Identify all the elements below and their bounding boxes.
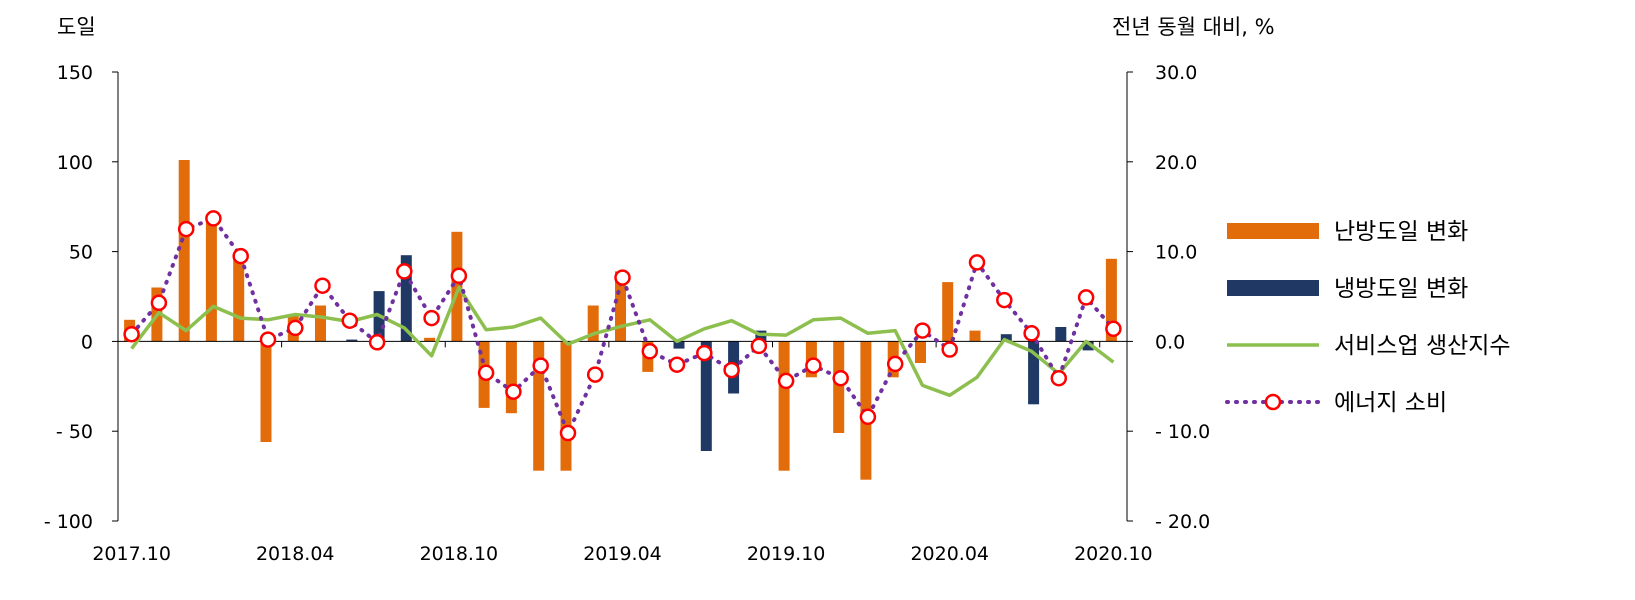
energy-point-32 bbox=[996, 291, 1013, 309]
heating-bar-18 bbox=[615, 271, 626, 342]
line-layer bbox=[123, 210, 1122, 442]
energy-point-30 bbox=[941, 341, 958, 358]
right-tick-label: 30.0 bbox=[1155, 62, 1197, 84]
energy-point-4 bbox=[232, 247, 249, 265]
energy-point-25 bbox=[805, 357, 822, 374]
energy-point-17 bbox=[586, 366, 604, 383]
legend-label-0: 난방도일 변화 bbox=[1334, 219, 1468, 245]
heating-bar-17 bbox=[587, 305, 599, 342]
right-tick-label: 10.0 bbox=[1155, 242, 1197, 264]
energy-point-28 bbox=[886, 355, 904, 373]
energy-point-9 bbox=[368, 334, 386, 351]
right-tick-label: - 10.0 bbox=[1155, 421, 1210, 443]
legend-label-3: 에너지 소비 bbox=[1334, 390, 1447, 416]
x-tick-label: 2018.10 bbox=[420, 543, 499, 565]
heating-bar-14 bbox=[505, 341, 517, 414]
right-tick-label: 0.0 bbox=[1155, 331, 1185, 353]
cooling-bar-20 bbox=[673, 341, 685, 349]
energy-point-15 bbox=[532, 357, 549, 374]
legend-swatch-1 bbox=[1227, 280, 1319, 296]
left-tick-label: - 100 bbox=[44, 511, 93, 533]
legend-swatch-0 bbox=[1227, 223, 1319, 239]
x-tick-label: 2018.04 bbox=[256, 543, 335, 565]
right-tick-label: - 20.0 bbox=[1155, 511, 1210, 533]
legend-marker-3 bbox=[1264, 393, 1282, 411]
heating-bar-29 bbox=[915, 341, 926, 363]
left-tick-label: 100 bbox=[57, 152, 93, 174]
heating-bar-7 bbox=[315, 305, 326, 342]
energy-point-13 bbox=[477, 364, 495, 382]
left-tick-label: - 50 bbox=[56, 421, 93, 443]
energy-point-20 bbox=[668, 356, 686, 373]
heating-bar-30 bbox=[942, 282, 954, 342]
axes-layer: 150 100 50 0 - 50 - 100 30.0 20.0 10.0 0.0 - 10.0 -… bbox=[44, 15, 1275, 565]
heating-bar-5 bbox=[260, 341, 272, 442]
heating-bar-3 bbox=[205, 217, 217, 342]
energy-point-35 bbox=[1077, 289, 1095, 306]
heating-bar-26 bbox=[833, 341, 845, 433]
service-production-line bbox=[130, 285, 1115, 398]
energy-point-7 bbox=[314, 277, 331, 294]
energy-point-5 bbox=[259, 331, 277, 348]
energy-point-22 bbox=[723, 361, 740, 379]
legend-label-2: 서비스업 생산지수 bbox=[1334, 333, 1511, 359]
cooling-bar-21 bbox=[700, 341, 712, 451]
energy-point-21 bbox=[696, 344, 713, 362]
energy-point-29 bbox=[914, 322, 931, 339]
energy-point-14 bbox=[505, 383, 522, 400]
heating-bar-15 bbox=[533, 341, 545, 471]
cooling-bar-8 bbox=[346, 339, 358, 342]
energy-point-16 bbox=[559, 424, 577, 442]
cooling-bar-10 bbox=[400, 255, 412, 342]
energy-point-26 bbox=[832, 369, 849, 387]
cooling-bar-35 bbox=[1082, 341, 1094, 351]
energy-point-0 bbox=[123, 325, 140, 343]
energy-point-3 bbox=[205, 210, 222, 227]
energy-point-34 bbox=[1050, 369, 1068, 387]
heating-bar-2 bbox=[178, 160, 190, 342]
x-tick-label: 2019.10 bbox=[747, 543, 826, 565]
left-axis-title: 도일 bbox=[57, 15, 96, 39]
energy-point-10 bbox=[396, 263, 413, 280]
energy-point-8 bbox=[341, 312, 359, 329]
heating-bar-36 bbox=[1105, 258, 1117, 342]
energy-point-12 bbox=[450, 267, 468, 285]
heating-bar-16 bbox=[560, 341, 572, 471]
x-tick-label: 2017.10 bbox=[92, 543, 171, 565]
energy-point-6 bbox=[287, 319, 304, 337]
bar-layer bbox=[124, 160, 1117, 480]
x-tick-label: 2019.04 bbox=[583, 543, 662, 565]
cooling-bar-34 bbox=[1055, 327, 1067, 342]
left-tick-label: 150 bbox=[57, 62, 93, 84]
heating-bar-12 bbox=[451, 231, 463, 342]
energy-point-31 bbox=[968, 254, 986, 271]
energy-point-33 bbox=[1023, 325, 1040, 342]
right-axis-title: 전년 동월 대비, % bbox=[1112, 15, 1275, 39]
heating-bar-31 bbox=[969, 330, 981, 342]
heating-bar-4 bbox=[233, 255, 245, 342]
x-tick-label: 2020.10 bbox=[1074, 543, 1153, 565]
energy-point-23 bbox=[750, 337, 768, 355]
energy-point-19 bbox=[641, 343, 659, 360]
x-tick-label: 2020.04 bbox=[910, 543, 989, 565]
cooling-bar-33 bbox=[1028, 341, 1040, 405]
energy-point-36 bbox=[1105, 320, 1122, 338]
energy-point-24 bbox=[777, 372, 795, 390]
heating-bar-11 bbox=[424, 337, 436, 342]
heating-bar-24 bbox=[778, 341, 790, 471]
legend-label-1: 냉방도일 변화 bbox=[1334, 276, 1468, 302]
right-tick-label: 20.0 bbox=[1155, 152, 1197, 174]
energy-point-11 bbox=[423, 309, 440, 327]
energy-point-18 bbox=[614, 269, 631, 286]
cooling-bar-32 bbox=[1000, 334, 1012, 342]
energy-point-2 bbox=[177, 220, 195, 238]
energy-point-27 bbox=[859, 408, 877, 426]
left-tick-label: 50 bbox=[69, 242, 93, 264]
left-tick-label: 0 bbox=[81, 331, 93, 353]
energy-point-1 bbox=[150, 294, 168, 312]
